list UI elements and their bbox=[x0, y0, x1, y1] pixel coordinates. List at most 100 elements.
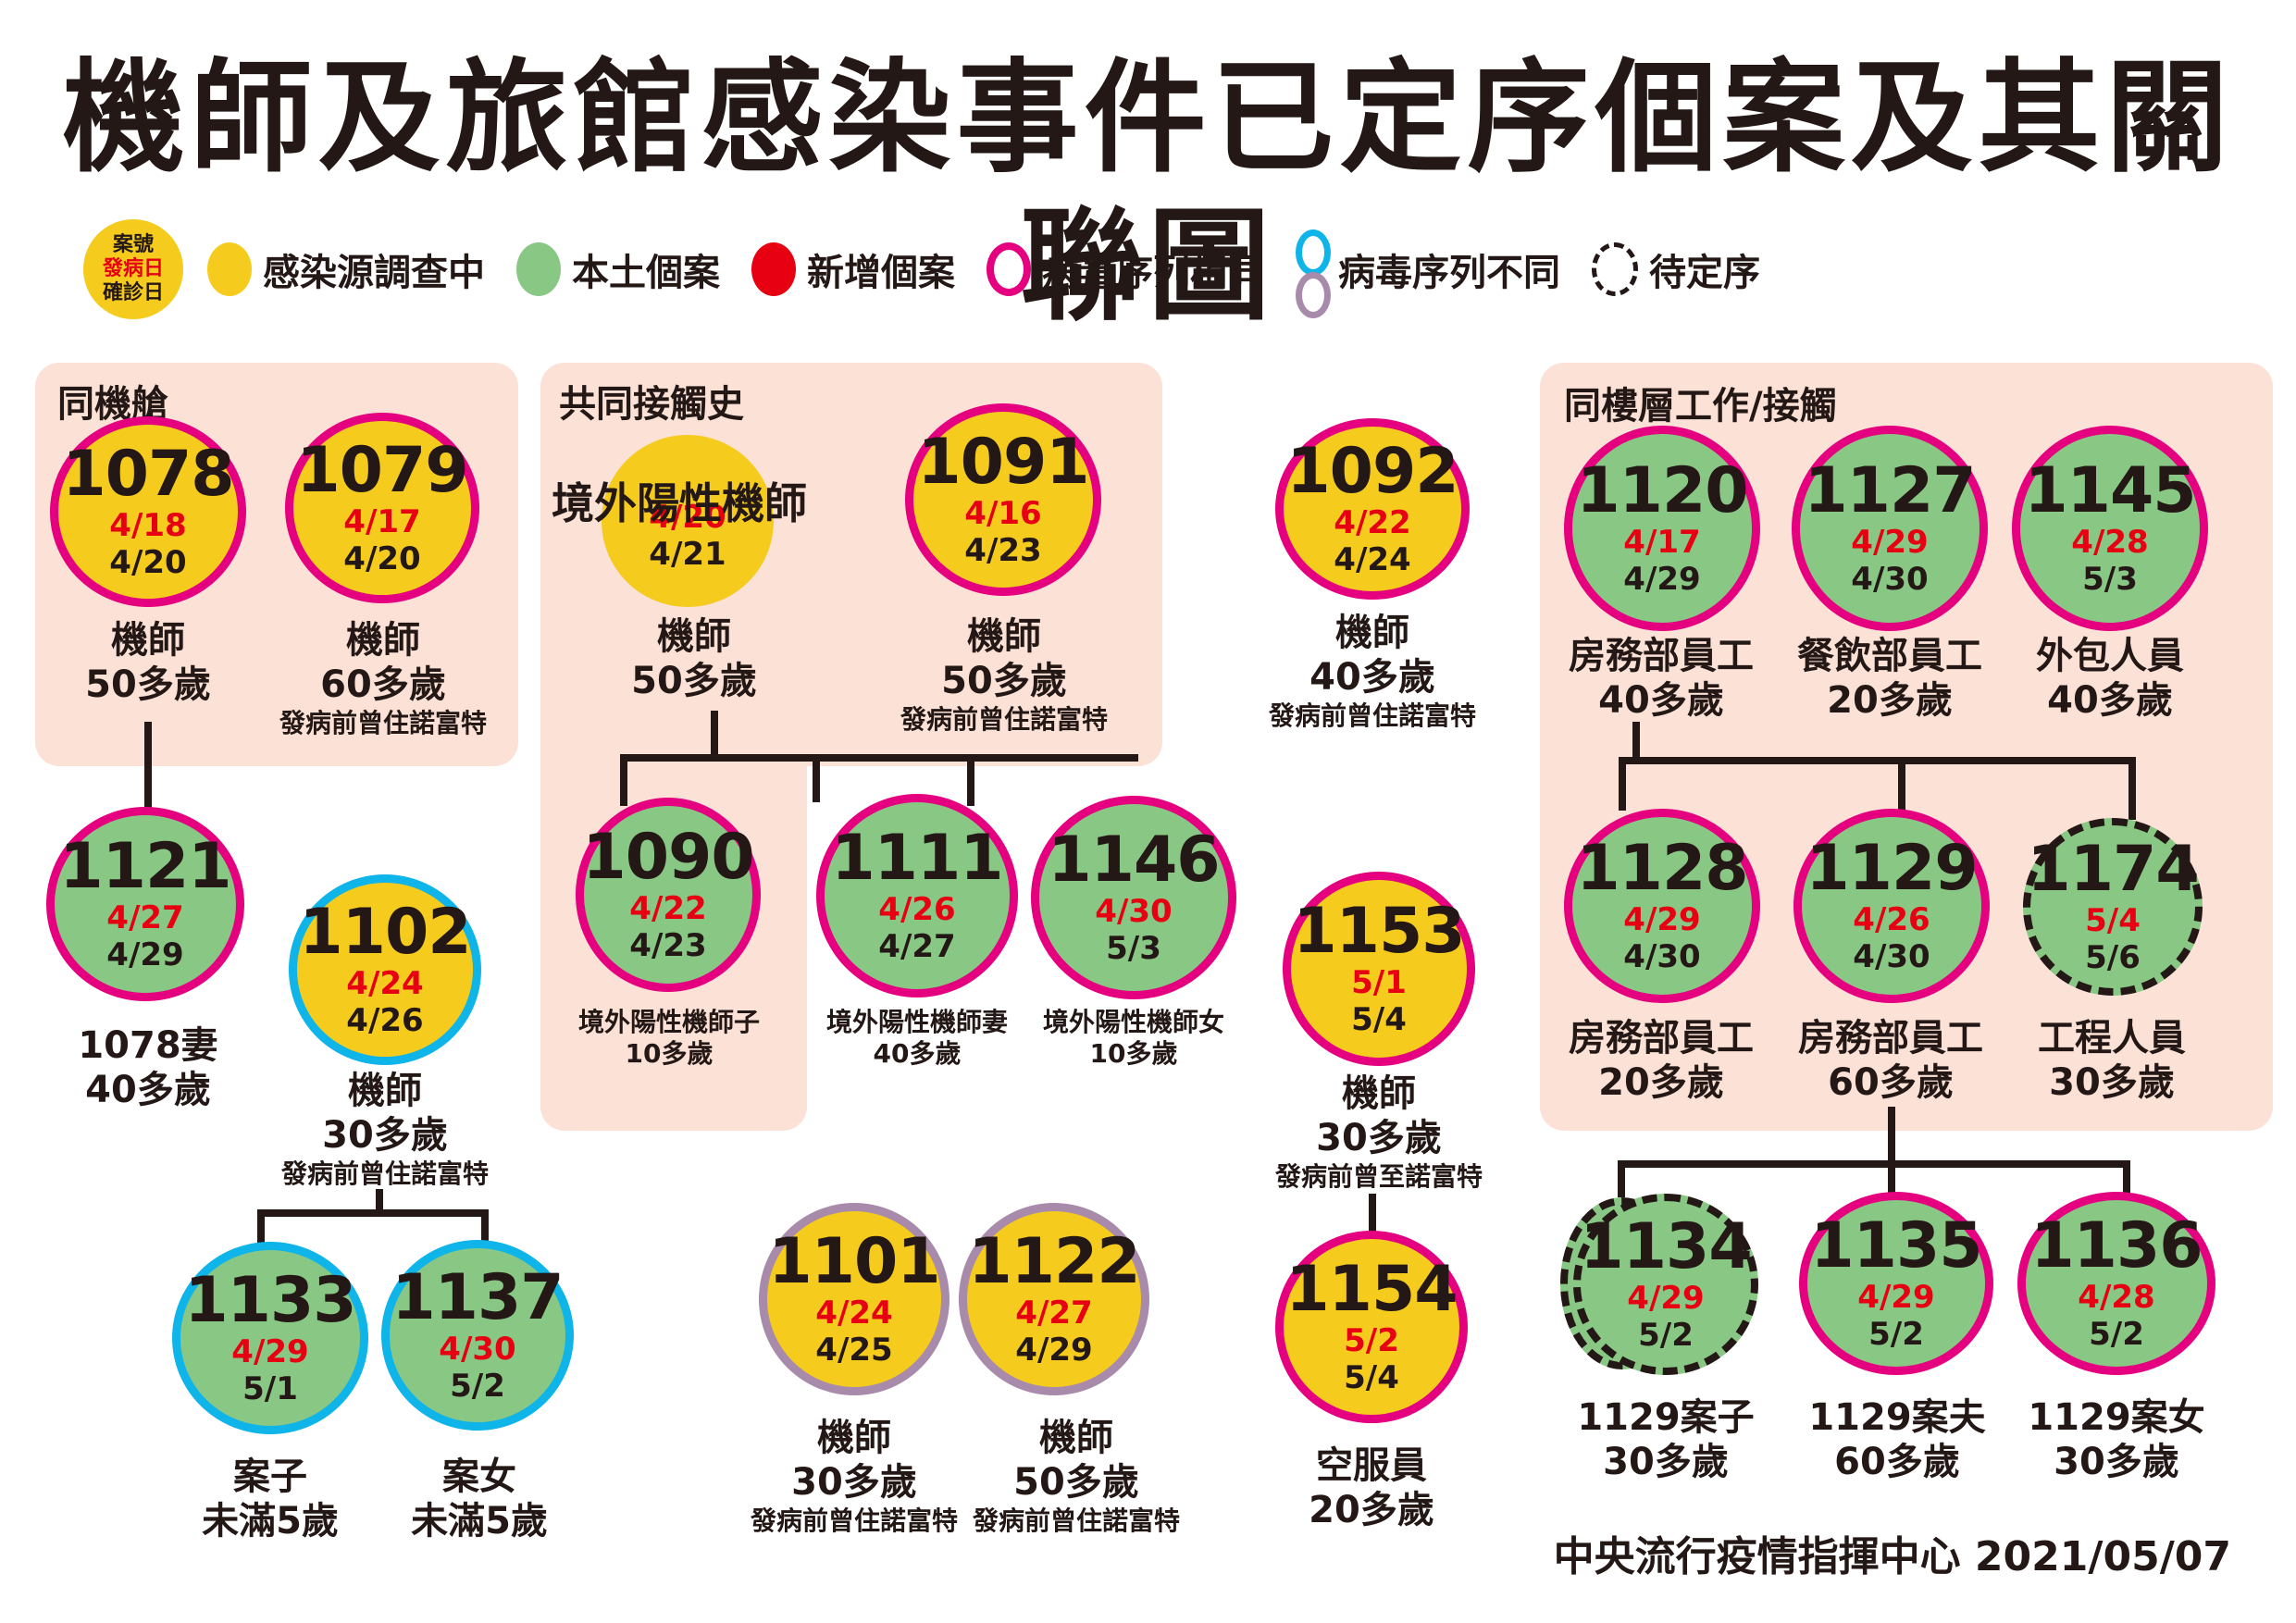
case-number: 1120 bbox=[1576, 454, 1748, 527]
case-node-1102[interactable]: 1102 4/24 4/26 bbox=[289, 874, 481, 1065]
onset-date: 5/1 bbox=[1351, 964, 1407, 1001]
case-node-1145[interactable]: 1145 4/28 5/3 bbox=[2012, 426, 2208, 631]
case-node-1079[interactable]: 1079 4/17 4/20 bbox=[285, 413, 479, 603]
case-number: 1091 bbox=[917, 426, 1089, 499]
case-number: 1135 bbox=[1810, 1209, 1982, 1282]
case-node-1120[interactable]: 1120 4/17 4/29 bbox=[1564, 426, 1760, 631]
case-number: 1078 bbox=[62, 438, 234, 511]
case-role: 餐飲部員工 bbox=[1797, 635, 1982, 677]
connector-line bbox=[1619, 757, 1626, 811]
confirm-date: 5/2 bbox=[450, 1368, 505, 1405]
magenta-ring-icon bbox=[987, 242, 1031, 296]
case-node-1174[interactable]: 1174 5/4 5/6 bbox=[2023, 818, 2203, 996]
case-label-1174: 工程人員 30多歲 bbox=[2008, 1016, 2215, 1105]
case-role: 機師 bbox=[657, 615, 731, 658]
onset-date: 4/30 bbox=[1095, 893, 1173, 930]
case-number: 1146 bbox=[1048, 824, 1220, 897]
case-age: 10多歲 bbox=[1089, 1038, 1178, 1069]
connector-line bbox=[1619, 757, 1905, 764]
case-label-1133: 案子 未滿5歲 bbox=[172, 1455, 368, 1543]
case-number: 1121 bbox=[59, 830, 231, 903]
case-node-1134-main[interactable]: 1134 4/29 5/2 bbox=[1573, 1194, 1758, 1375]
case-node-1111[interactable]: 1111 4/26 4/27 bbox=[816, 794, 1018, 997]
case-node-foreign-pilot[interactable]: 4/20 4/21 bbox=[602, 435, 774, 607]
case-label-1137: 案女 未滿5歲 bbox=[381, 1455, 577, 1543]
case-label-1102: 機師 30多歲 發病前曾住諾富特 bbox=[250, 1069, 520, 1191]
case-node-1137[interactable]: 1137 4/30 5/2 bbox=[381, 1240, 574, 1431]
confirm-date: 5/2 bbox=[1638, 1317, 1694, 1354]
case-age: 未滿5歲 bbox=[202, 1500, 339, 1542]
case-number: 1145 bbox=[2024, 454, 2196, 527]
confirm-date: 4/23 bbox=[964, 532, 1042, 569]
connector-line bbox=[1618, 1160, 2130, 1168]
legend-key-confirm-date: 確診日 bbox=[102, 281, 164, 304]
case-node-1154[interactable]: 1154 5/2 5/4 bbox=[1275, 1231, 1468, 1423]
case-label-1154: 空服員 20多歲 bbox=[1268, 1443, 1475, 1532]
case-age: 60多歲 bbox=[1828, 1061, 1954, 1104]
case-node-1146[interactable]: 1146 4/30 5/3 bbox=[1031, 796, 1236, 999]
case-age: 10多歲 bbox=[625, 1038, 714, 1069]
confirm-date: 5/4 bbox=[1351, 1001, 1407, 1038]
legend-label: 待定序 bbox=[1649, 252, 1760, 294]
case-node-1133[interactable]: 1133 4/29 5/1 bbox=[172, 1242, 368, 1434]
legend: 案號 發病日 確診日 感染源調查中 本土個案 新增個案 病毒序列相同 病毒序列不… bbox=[83, 218, 1792, 320]
onset-date: 4/29 bbox=[1851, 524, 1929, 561]
connector-line bbox=[257, 1209, 265, 1243]
case-label-1091: 機師 50多歲 發病前曾住諾富特 bbox=[865, 614, 1143, 737]
page-title: 機師及旅館感染事件已定序個案及其關聯圖 bbox=[62, 47, 2234, 338]
case-label-1121: 1078妻 40多歲 bbox=[37, 1023, 259, 1112]
case-number: 1101 bbox=[768, 1225, 940, 1298]
case-age: 30多歲 bbox=[1603, 1441, 1729, 1483]
case-number: 1127 bbox=[1804, 454, 1976, 527]
case-age: 40多歲 bbox=[1309, 656, 1435, 699]
onset-date: 4/28 bbox=[2071, 524, 2149, 561]
onset-date: 4/26 bbox=[1853, 901, 1930, 938]
case-node-1127[interactable]: 1127 4/29 4/30 bbox=[1792, 426, 1988, 631]
case-node-1135[interactable]: 1135 4/29 5/2 bbox=[1799, 1192, 1993, 1375]
case-node-1078[interactable]: 1078 4/18 4/20 bbox=[50, 416, 246, 607]
case-age: 60多歲 bbox=[1834, 1441, 1960, 1483]
case-age: 40多歲 bbox=[1598, 679, 1724, 722]
case-age: 未滿5歲 bbox=[411, 1500, 548, 1542]
case-node-1092[interactable]: 1092 4/22 4/24 bbox=[1275, 418, 1470, 600]
case-number: 1133 bbox=[184, 1264, 356, 1337]
case-role: 境外陽性機師妻 bbox=[825, 1007, 1008, 1037]
case-age: 50多歲 bbox=[631, 660, 757, 702]
case-number: 1174 bbox=[2027, 833, 2199, 906]
legend-label: 新增個案 bbox=[807, 252, 955, 294]
confirm-date: 4/30 bbox=[1853, 938, 1930, 975]
case-label-1134: 1129案子 30多歲 bbox=[1564, 1395, 1768, 1484]
onset-date: 4/27 bbox=[106, 899, 184, 936]
case-role: 房務部員工 bbox=[1569, 1017, 1754, 1059]
case-number: 1153 bbox=[1293, 895, 1465, 968]
onset-date: 4/30 bbox=[439, 1331, 516, 1368]
case-node-1136[interactable]: 1136 4/28 5/2 bbox=[2017, 1192, 2215, 1375]
connector-line bbox=[967, 754, 974, 806]
case-note: 發病前曾住諾富特 bbox=[900, 704, 1108, 735]
onset-date: 4/22 bbox=[1334, 504, 1411, 541]
case-role: 空服員 bbox=[1316, 1444, 1427, 1487]
connector-line bbox=[1905, 757, 2135, 764]
confirm-date: 5/1 bbox=[242, 1370, 298, 1407]
case-note: 發病前曾住諾富特 bbox=[1268, 700, 1476, 731]
case-node-1128[interactable]: 1128 4/29 4/30 bbox=[1564, 809, 1760, 1003]
case-note: 發病前曾住諾富特 bbox=[750, 1505, 958, 1536]
case-node-1101[interactable]: 1101 4/24 4/25 bbox=[759, 1203, 949, 1395]
case-node-1091[interactable]: 1091 4/16 4/23 bbox=[905, 403, 1101, 596]
case-node-1122[interactable]: 1122 4/27 4/29 bbox=[959, 1203, 1149, 1395]
legend-item-different-sequence: 病毒序列不同 bbox=[1296, 220, 1560, 318]
onset-date: 4/17 bbox=[1623, 524, 1701, 561]
case-node-1153[interactable]: 1153 5/1 5/4 bbox=[1283, 872, 1475, 1066]
case-age: 20多歲 bbox=[1309, 1489, 1434, 1531]
connector-line bbox=[144, 722, 152, 814]
blue-ring-icon bbox=[1296, 229, 1331, 276]
onset-date: 4/24 bbox=[815, 1295, 893, 1332]
legend-key-onset-date: 發病日 bbox=[102, 257, 164, 280]
case-label-1129: 房務部員工 60多歲 bbox=[1784, 1016, 1997, 1105]
legend-key-badge: 案號 發病日 確診日 bbox=[83, 219, 183, 319]
case-node-1121[interactable]: 1121 4/27 4/29 bbox=[46, 807, 244, 1001]
case-role: 1129案夫 bbox=[1808, 1396, 1986, 1439]
case-node-1129[interactable]: 1129 4/26 4/30 bbox=[1793, 809, 1990, 1003]
case-age: 30多歲 bbox=[2049, 1061, 2175, 1104]
case-node-1090[interactable]: 1090 4/22 4/23 bbox=[576, 798, 761, 992]
